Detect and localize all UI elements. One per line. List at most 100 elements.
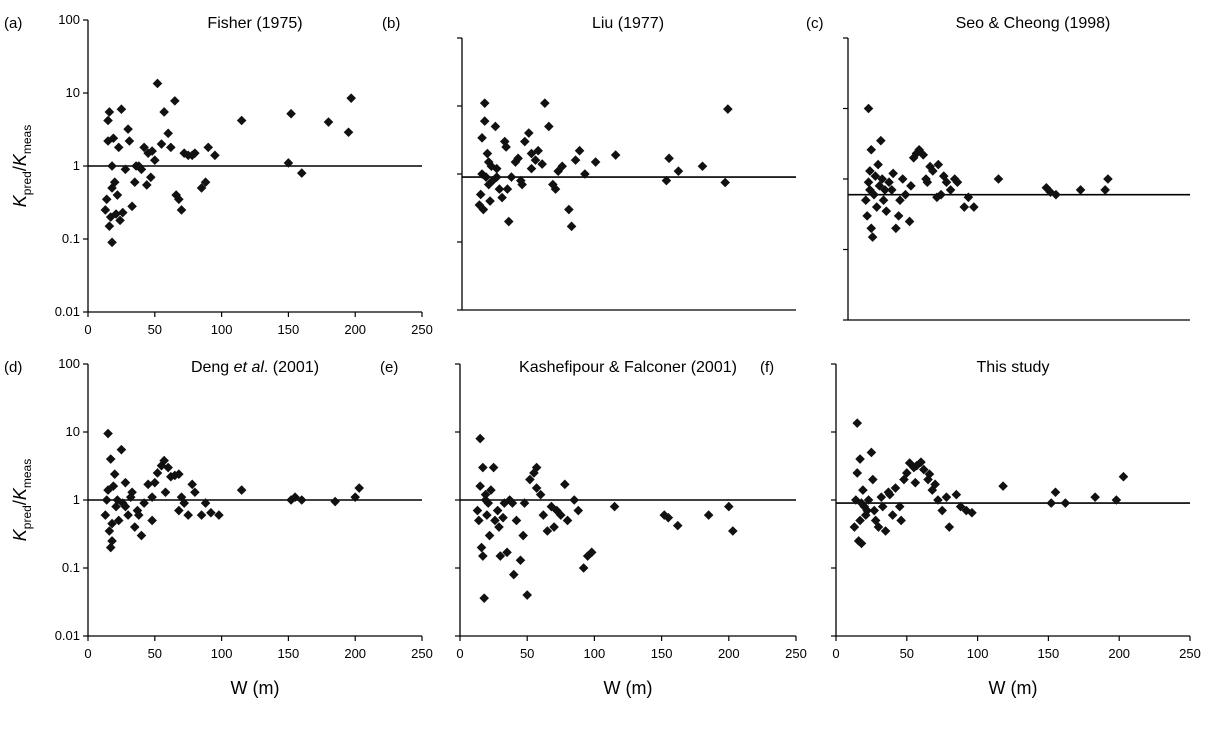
data-point	[513, 153, 523, 164]
data-point	[871, 202, 882, 212]
data-point	[887, 510, 898, 520]
data-point	[590, 157, 601, 167]
data-point	[609, 501, 620, 512]
data-point	[323, 117, 334, 127]
data-point	[507, 498, 518, 508]
data-point	[200, 498, 211, 508]
data-point	[474, 515, 484, 526]
y-tick-label: 0.01	[55, 628, 80, 643]
panel-letter: (d)	[4, 359, 22, 376]
data-point	[1041, 183, 1052, 193]
data-point	[672, 520, 683, 531]
x-tick-label: 200	[718, 646, 740, 661]
y-title-k: K	[10, 194, 30, 207]
data-point	[557, 161, 567, 172]
data-point	[484, 530, 495, 541]
data-point	[869, 505, 880, 516]
y-tick-label: 0.1	[62, 560, 80, 575]
data-point	[495, 551, 506, 561]
data-point	[176, 492, 187, 502]
data-point	[570, 155, 581, 165]
data-point	[139, 142, 149, 153]
data-point	[475, 189, 486, 200]
data-point	[867, 232, 878, 242]
data-point	[873, 522, 884, 532]
data-point	[479, 98, 490, 108]
data-point	[486, 485, 496, 495]
data-point	[113, 142, 124, 153]
data-point	[893, 211, 904, 221]
data-point	[560, 479, 570, 490]
data-point	[156, 460, 167, 471]
data-point	[478, 551, 488, 561]
data-point	[166, 142, 176, 153]
data-point	[296, 495, 307, 505]
data-point	[210, 150, 220, 161]
x-tick-label: 50	[148, 646, 162, 661]
data-point	[869, 189, 879, 200]
data-point	[858, 485, 868, 495]
data-point	[499, 498, 510, 508]
x-tick-label: 250	[1179, 646, 1201, 661]
y-tick-label: 1	[73, 158, 80, 173]
data-point	[998, 481, 1008, 491]
x-tick-label: 0	[84, 322, 91, 337]
data-point	[491, 172, 502, 182]
data-point	[120, 477, 131, 488]
data-point	[343, 127, 354, 138]
data-point	[100, 205, 111, 215]
data-point	[483, 157, 494, 167]
data-point	[870, 171, 881, 181]
data-point	[993, 174, 1004, 184]
data-point	[283, 158, 294, 168]
data-point	[494, 184, 505, 194]
data-point	[524, 128, 534, 138]
data-point	[103, 115, 113, 126]
panel-letter: (e)	[380, 359, 398, 376]
data-point	[296, 168, 307, 178]
data-point	[961, 505, 972, 516]
data-point	[117, 207, 128, 218]
data-point	[478, 204, 489, 215]
data-point	[891, 223, 901, 234]
data-point	[938, 171, 949, 181]
data-point	[503, 216, 514, 227]
data-point	[101, 194, 112, 205]
data-point	[159, 455, 169, 466]
data-point	[490, 515, 500, 526]
y-title-k: K	[10, 153, 30, 166]
data-point	[111, 501, 121, 512]
data-point	[881, 206, 892, 216]
data-point	[145, 172, 156, 183]
data-point	[488, 462, 499, 473]
data-point	[511, 515, 522, 526]
data-point	[852, 468, 863, 478]
data-point	[566, 221, 577, 232]
data-point	[937, 505, 947, 516]
x-tick-label: 150	[651, 646, 673, 661]
data-point	[171, 190, 181, 200]
data-point	[531, 483, 542, 493]
x-tick-label: 250	[411, 322, 433, 337]
data-point	[506, 172, 517, 182]
data-point	[286, 108, 296, 119]
data-point	[886, 185, 897, 195]
data-point	[515, 555, 526, 566]
panel-title: Deng et al. (2001)	[191, 359, 319, 376]
y-title-slash: /	[10, 166, 30, 171]
data-point	[586, 547, 597, 558]
data-point	[183, 510, 193, 520]
data-point	[573, 505, 584, 516]
data-point	[526, 148, 537, 159]
data-point	[236, 115, 247, 126]
data-point	[880, 526, 891, 536]
data-point	[1100, 185, 1110, 195]
data-point	[491, 163, 502, 174]
data-point	[537, 159, 547, 169]
data-point	[196, 510, 207, 520]
data-point	[120, 164, 131, 175]
data-point	[107, 237, 117, 248]
data-point	[120, 501, 131, 512]
data-point	[876, 135, 886, 146]
data-point	[480, 489, 491, 500]
